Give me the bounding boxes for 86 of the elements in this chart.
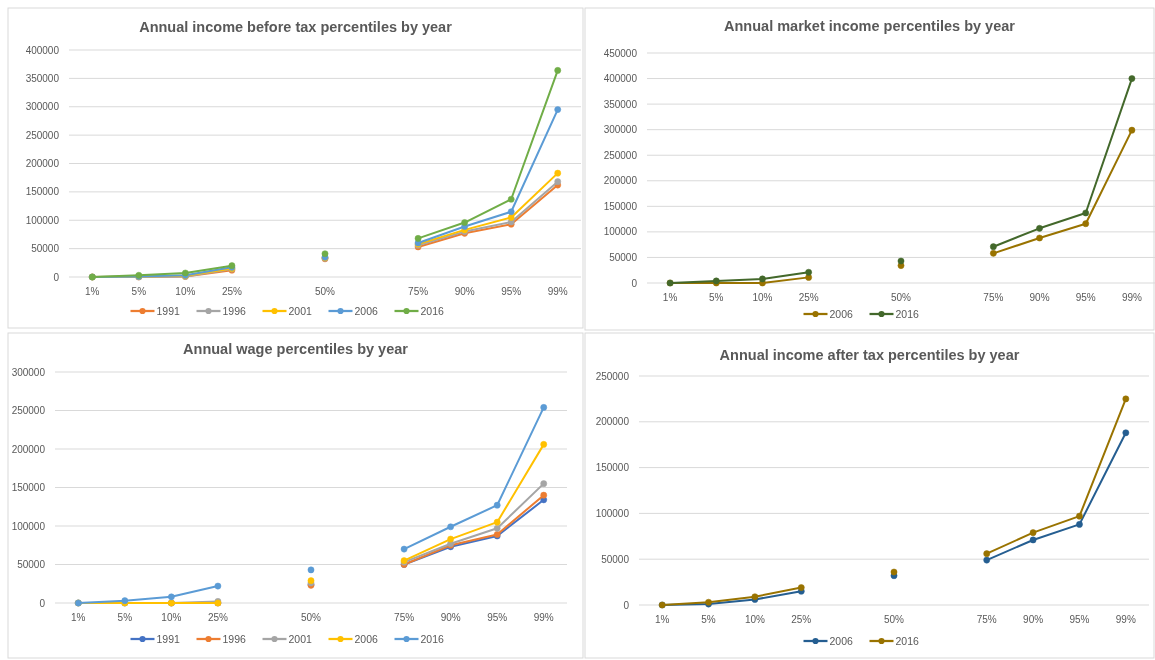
x-tick-label: 25% (791, 613, 812, 625)
x-tick-label: 75% (394, 611, 415, 623)
x-tick-label: 75% (983, 291, 1004, 303)
legend-label: 1996 (222, 304, 247, 317)
y-tick-label: 150000 (11, 482, 46, 493)
y-tick-label: 150000 (25, 186, 60, 198)
chart-title: Annual income before tax percentiles by year (139, 19, 453, 36)
x-tick-label: 95% (1075, 291, 1096, 303)
y-tick-label: 300000 (25, 101, 60, 113)
y-tick-label: 250000 (11, 405, 46, 416)
x-tick-label: 1% (662, 291, 678, 303)
y-tick-label: 0 (623, 599, 630, 611)
x-tick-label: 5% (709, 291, 724, 303)
legend-label: 2016 (895, 634, 920, 647)
x-tick-label: 50% (300, 611, 322, 623)
y-tick-label: 200000 (25, 158, 60, 169)
legend-label: 1991 (156, 632, 181, 645)
legend-label: 2006 (829, 307, 854, 320)
x-tick-label: 99% (1115, 613, 1136, 625)
x-tick-label: 99% (1121, 291, 1143, 303)
x-tick-label: 25% (798, 291, 819, 303)
x-tick-label: 95% (487, 611, 508, 623)
x-tick-label: 25% (221, 285, 243, 297)
x-tick-label: 50% (314, 285, 336, 297)
y-tick-label: 300000 (11, 366, 46, 378)
y-tick-label: 200000 (603, 175, 638, 187)
x-tick-label: 75% (976, 613, 997, 625)
x-tick-label: 90% (454, 285, 475, 297)
legend-label: 2016 (420, 632, 445, 645)
y-tick-label: 200000 (595, 416, 630, 428)
y-tick-label: 250000 (595, 370, 630, 382)
x-tick-label: 99% (533, 611, 554, 623)
x-tick-label: 95% (1069, 613, 1090, 625)
x-tick-label: 1% (71, 611, 86, 623)
y-tick-label: 100000 (595, 507, 630, 519)
legend-label: 2006 (829, 634, 854, 647)
legend-label: 1991 (156, 304, 181, 317)
y-tick-label: 450000 (603, 47, 638, 59)
chart-title: Annual income after tax percentiles by year (719, 347, 1020, 364)
y-tick-label: 0 (631, 277, 638, 289)
x-tick-label: 1% (654, 613, 670, 625)
legend-label: 2016 (420, 304, 445, 317)
y-tick-label: 0 (39, 597, 46, 609)
y-tick-label: 50000 (609, 251, 638, 263)
y-tick-label: 400000 (25, 44, 60, 56)
x-tick-label: 10% (161, 611, 182, 623)
legend-label: 2001 (288, 304, 313, 317)
x-tick-label: 90% (440, 611, 461, 623)
x-tick-label: 95% (501, 285, 522, 297)
x-tick-label: 5% (117, 611, 133, 623)
y-tick-label: 250000 (603, 149, 638, 161)
legend-label: 2001 (288, 632, 313, 645)
y-tick-label: 50000 (17, 559, 46, 570)
x-tick-label: 99% (547, 285, 568, 297)
legend-label: 2006 (354, 304, 379, 317)
x-tick-label: 50% (883, 613, 905, 625)
legend-label: 2006 (354, 632, 379, 645)
y-tick-label: 150000 (595, 462, 630, 474)
y-tick-label: 250000 (25, 129, 60, 141)
y-tick-label: 400000 (603, 73, 638, 85)
y-tick-label: 100000 (25, 214, 60, 226)
y-tick-label: 350000 (25, 72, 60, 84)
y-tick-label: 150000 (603, 200, 638, 212)
x-tick-label: 25% (207, 611, 229, 623)
x-tick-label: 90% (1029, 291, 1050, 303)
y-tick-label: 100000 (11, 520, 46, 532)
legend-label: 2016 (895, 307, 920, 320)
y-tick-label: 300000 (603, 124, 638, 136)
y-tick-label: 50000 (601, 553, 630, 565)
x-tick-label: 50% (890, 291, 912, 303)
x-tick-label: 90% (1023, 613, 1044, 625)
y-tick-label: 0 (53, 271, 60, 283)
y-tick-label: 350000 (603, 98, 638, 110)
x-tick-label: 1% (85, 285, 100, 297)
x-tick-label: 75% (408, 285, 429, 297)
x-tick-label: 5% (701, 613, 716, 625)
chart-title: Annual wage percentiles by year (183, 341, 409, 358)
y-tick-label: 100000 (603, 226, 638, 238)
chart-title: Annual market income percentiles by year (724, 18, 1016, 35)
x-tick-label: 10% (752, 291, 773, 303)
y-tick-label: 200000 (11, 443, 46, 455)
x-tick-label: 5% (131, 285, 147, 297)
x-tick-label: 10% (175, 285, 196, 297)
y-tick-label: 50000 (31, 243, 60, 255)
legend-label: 1996 (222, 632, 247, 645)
x-tick-label: 10% (744, 613, 766, 625)
